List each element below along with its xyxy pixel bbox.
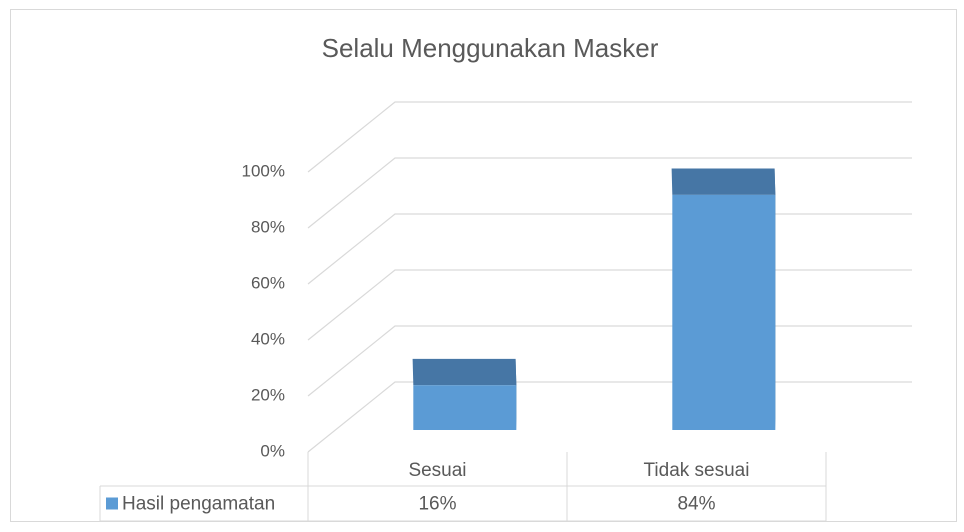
bar-top — [671, 168, 776, 195]
chart-border — [10, 9, 957, 522]
y-tick-label: 60% — [251, 273, 285, 292]
bar — [413, 385, 517, 431]
x-tick-label: Tidak sesuai — [644, 460, 750, 481]
data-label: 16% — [418, 494, 456, 515]
chart-title: Selalu Menggunakan Masker — [322, 33, 659, 63]
y-tick-label: 80% — [251, 217, 285, 236]
y-tick-label: 40% — [251, 329, 285, 348]
legend-label: Hasil pengamatan — [122, 494, 275, 515]
x-tick-label: Sesuai — [408, 460, 466, 481]
bar — [672, 194, 776, 431]
bar-top — [412, 358, 517, 386]
y-tick-label: 0% — [260, 441, 285, 460]
y-tick-label: 20% — [251, 385, 285, 404]
grid-line — [307, 101, 912, 173]
y-tick-label: 100% — [242, 161, 285, 180]
legend-swatch — [106, 497, 118, 510]
grid-line — [307, 157, 912, 229]
data-label: 84% — [677, 494, 715, 515]
